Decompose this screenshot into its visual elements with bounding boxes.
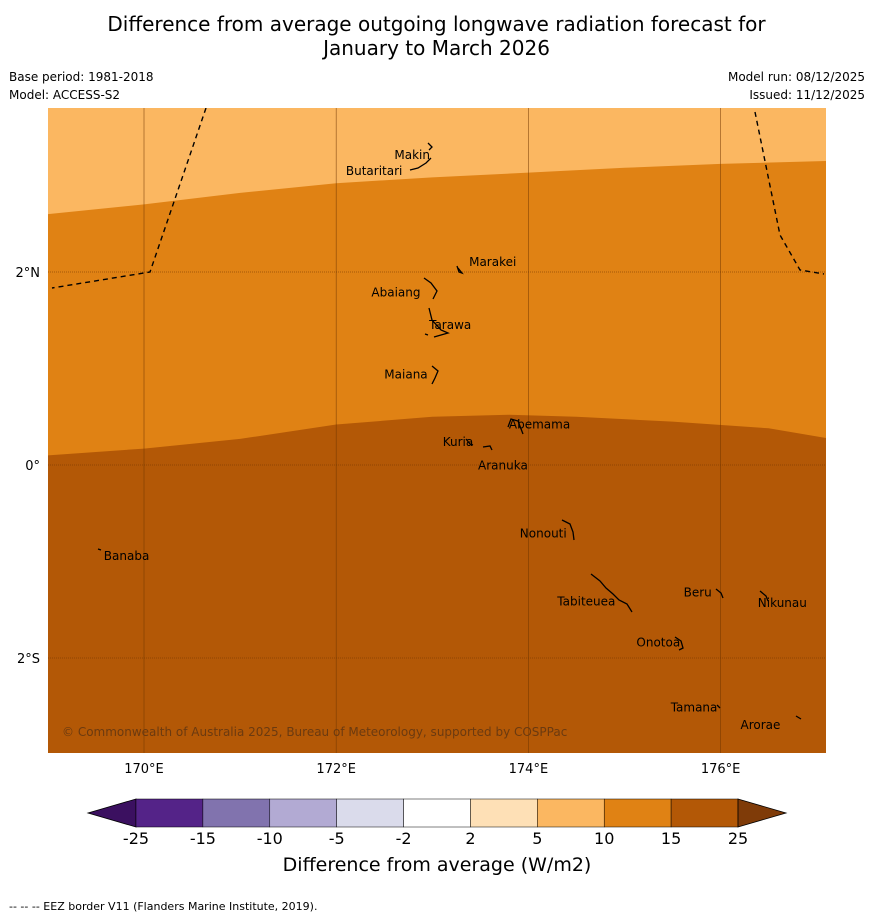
colorbar-segment: [269, 798, 337, 828]
lat-tick-labels: 2°N 0° 2°S: [16, 266, 41, 667]
island-label: Nikunau: [758, 596, 807, 610]
colorbar-tick: 15: [661, 829, 681, 848]
colorbar-tick: -2: [396, 829, 412, 848]
colorbar-tick: -5: [329, 829, 345, 848]
lon-tick-label: 174°E: [509, 762, 549, 777]
lon-tick-label: 172°E: [316, 762, 356, 777]
title-line-2: January to March 2026: [323, 36, 550, 60]
title-line-1: Difference from average outgoing longwav…: [107, 12, 766, 36]
colorbar-segment: [603, 798, 672, 828]
colorbar-tick: 5: [532, 829, 542, 848]
chart-title: Difference from average outgoing longwav…: [0, 12, 873, 60]
colorbar-tick: 10: [594, 829, 614, 848]
model-name: Model: ACCESS-S2: [9, 88, 121, 102]
island-label: Beru: [684, 585, 712, 599]
island-label: Nonouti: [520, 527, 567, 541]
island-label: Tabiteuea: [556, 594, 615, 608]
colorbar-segment: [202, 798, 271, 828]
colorbar-extend-high: [737, 798, 788, 828]
lon-tick-label: 170°E: [124, 762, 164, 777]
lat-tick-label: 2°S: [17, 652, 40, 667]
colorbar-segment: [670, 798, 739, 828]
base-period: Base period: 1981-2018: [9, 70, 154, 84]
island-label: Tarawa: [428, 318, 471, 332]
island-label: Tamana: [670, 700, 718, 714]
colorbar-segment: [403, 798, 471, 828]
colorbar-tick: 25: [728, 829, 748, 848]
island-outlines: [97, 142, 802, 720]
island-label: Banaba: [104, 549, 150, 563]
colorbar-tick-labels: -25 -15 -10 -5 -2 2 5 10 15 25: [123, 829, 748, 848]
lat-tick-label: 0°: [25, 459, 40, 474]
island-labels: Makin Butaritari Marakei Abaiang Tarawa Maian…: [104, 148, 807, 732]
island-label: Onotoa: [636, 636, 680, 650]
copyright-notice: © Commonwealth of Australia 2025, Bureau…: [62, 725, 567, 739]
island-label: Arorae: [741, 718, 781, 732]
colorbar-tick: -10: [257, 829, 283, 848]
lon-tick-labels: 170°E 172°E 174°E 176°E: [124, 762, 740, 777]
footer-note: -- -- -- EEZ border V11 (Flanders Marine…: [9, 900, 318, 913]
colorbar-tick: -25: [123, 829, 149, 848]
colorbar-segment: [336, 798, 404, 828]
island-label: Marakei: [469, 255, 516, 269]
eez-border: [51, 108, 825, 289]
band-5-10: [48, 108, 826, 215]
colorbar-segment: [537, 798, 605, 828]
colorbar-tick: 2: [465, 829, 475, 848]
island-label: Butaritari: [346, 164, 403, 178]
island-label: Kuria: [443, 435, 474, 449]
island-label: Aranuka: [478, 459, 528, 473]
issued-date: Issued: 11/12/2025: [749, 88, 865, 102]
band-10-15: [48, 108, 826, 456]
colorbar-label: Difference from average (W/m2): [283, 854, 592, 876]
island-label: Abemama: [509, 417, 570, 431]
gridlines: [48, 108, 826, 753]
colorbar: [86, 798, 788, 828]
island-label: Maiana: [384, 367, 427, 381]
island-label: Makin: [394, 148, 430, 162]
colorbar-tick: -15: [190, 829, 216, 848]
colorbar-segment: [470, 798, 538, 828]
model-run: Model run: 08/12/2025: [727, 70, 865, 84]
colorbar-segment: [135, 798, 204, 828]
lat-tick-label: 2°N: [16, 266, 41, 281]
colorbar-extend-low: [86, 798, 137, 828]
lon-tick-label: 176°E: [701, 762, 741, 777]
island-label: Abaiang: [371, 286, 420, 300]
